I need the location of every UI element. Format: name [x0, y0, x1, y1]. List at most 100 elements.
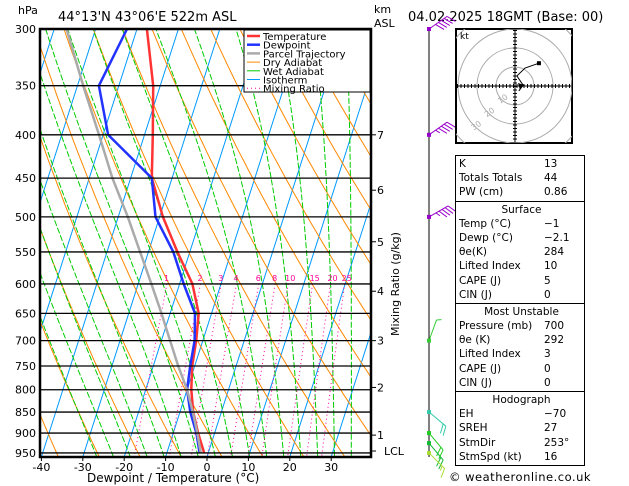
x-tick-label: -40 [32, 461, 50, 474]
barb-feather [435, 212, 441, 217]
barb-feather [435, 23, 445, 30]
row-label: CAPE (J) [459, 362, 502, 375]
barb-dot [427, 338, 431, 343]
barb-feather [443, 123, 453, 130]
barb-shaft [428, 411, 447, 427]
x-tick-label: -30 [74, 461, 92, 474]
barb-feather [438, 210, 448, 218]
pressure-tick-label: 700 [15, 335, 36, 348]
row-label: θe(K) [459, 246, 487, 259]
pressure-tick-label: 950 [15, 447, 36, 460]
km-tick-label: 4 [377, 285, 384, 298]
row-label: Pressure (mb) [459, 320, 533, 333]
mixing-ratio-line [133, 283, 168, 457]
mixing-ratio-label: 3 [218, 274, 223, 283]
legend-label: Isotherm [263, 76, 307, 87]
row-value: 0 [544, 362, 551, 375]
pressure-tick-label: 900 [15, 427, 36, 440]
wind-barb [427, 450, 446, 478]
hodograph-title: Hodograph [492, 394, 551, 406]
wind-barb [427, 410, 447, 436]
x-tick-label: 20 [283, 461, 297, 474]
km-tick-label: LCL [384, 445, 405, 458]
row-value: 10 [544, 260, 558, 273]
table-row: PW (cm) 0.86 [459, 185, 584, 199]
row-label: Totals Totals [459, 172, 523, 185]
barb-feather [435, 129, 441, 134]
row-value: −2.1 [544, 231, 570, 244]
isotherm-line [289, 201, 371, 457]
wet-adiabat-line [193, 29, 285, 457]
wind-barb [427, 319, 442, 343]
barb-dot [427, 450, 431, 455]
surface-section: Surface Temp (°C) −1 Dewp (°C) −2.1 θe(K) 284 L… [456, 200, 584, 303]
barb-feather [438, 449, 444, 459]
mixing-ratio-label: 25 [342, 274, 352, 283]
barb-dot [427, 132, 431, 137]
row-value: 253° [544, 436, 570, 449]
row-value: 284 [544, 246, 565, 259]
pressure-tick-label: 800 [15, 384, 36, 397]
dry-adiabat-line [239, 29, 371, 266]
isotherm-line [40, 29, 138, 334]
mixing-ratio-label: 15 [310, 274, 320, 283]
row-label: PW (cm) [459, 186, 504, 199]
barb-feather [438, 21, 448, 28]
row-value: 13 [544, 158, 558, 170]
barb-dot [427, 410, 431, 415]
table-row: CAPE (J) 0 [459, 362, 584, 376]
barb-feather [441, 208, 451, 216]
barb-shaft [428, 442, 444, 461]
mixing-ratio-label: 1 [164, 274, 169, 283]
dry-adiabat-line [63, 29, 264, 457]
table-row: Lifted Index 10 [459, 259, 584, 273]
datetime-label: 04.02.2025 18GMT (Base: 00) [408, 10, 603, 25]
copyright-link[interactable]: © weatheronline.co.uk [449, 470, 592, 484]
km-tick-label: 2 [377, 381, 384, 394]
row-label: Lifted Index [459, 260, 521, 273]
dry-adiabat-line [268, 29, 371, 211]
most-unstable-title: Most Unstable [484, 305, 559, 318]
surface-title: Surface [501, 203, 542, 216]
wind-barb [427, 205, 457, 219]
x-tick-label: 10 [241, 461, 255, 474]
mixing-ratio-line [247, 283, 276, 457]
pressure-tick-label: 300 [15, 23, 36, 36]
wind-barbs [427, 15, 457, 478]
mixing-ratio-label: 2 [197, 274, 202, 283]
mixing-ratio-label: 6 [256, 274, 261, 283]
hodograph-unit-label: kt [460, 32, 469, 42]
barb-feather [446, 121, 456, 128]
legend-label: Parcel Trajectory [263, 49, 346, 60]
table-row: CIN (J) 0 [459, 376, 584, 390]
barb-dot [427, 441, 431, 446]
barb-shaft [428, 205, 449, 218]
hpa-label: hPa [18, 4, 38, 17]
table-row: Totals Totals 44 [459, 171, 584, 185]
pressure-tick-label: 450 [15, 172, 36, 185]
row-label: Dewp (°C) [459, 231, 513, 244]
barb-feather [439, 423, 444, 434]
km-tick-label: 1 [377, 429, 384, 442]
x-tick-label: 0 [204, 461, 211, 474]
row-value: 44 [544, 172, 558, 185]
mixing-ratio-axis-label: Mixing Ratio (g/kg) [389, 232, 402, 336]
table-row: CIN (J) 0 [459, 288, 584, 302]
table-row: EH −70 [459, 407, 584, 421]
x-tick-label: -20 [115, 461, 133, 474]
table-row: Lifted Index 3 [459, 347, 584, 361]
row-label: Lifted Index [459, 348, 521, 361]
storm-motion-arrow-icon [518, 83, 524, 90]
hodograph-section: Hodograph EH −70 SREH 27 StmDir 253° StmSpd (kt… [456, 391, 584, 465]
dry-adiabat-line [298, 29, 371, 158]
barb-shaft [428, 432, 444, 451]
row-value: −70 [544, 408, 567, 421]
row-value: 3 [544, 348, 551, 361]
wet-adiabat-line [67, 29, 216, 457]
mixing-ratio-label: 4 [233, 274, 238, 283]
barb-feather [441, 19, 450, 26]
pressure-tick-label: 600 [15, 278, 36, 291]
wet-adiabat-line [45, 29, 199, 457]
hodograph-end-marker [536, 61, 541, 66]
